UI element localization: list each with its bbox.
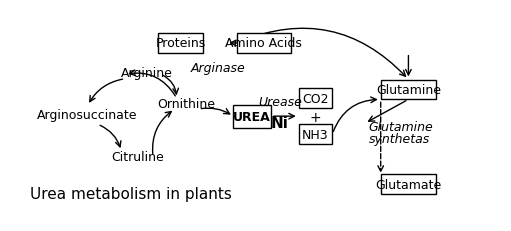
Text: Ni: Ni (271, 116, 289, 130)
FancyBboxPatch shape (158, 34, 203, 54)
Text: CO2: CO2 (302, 92, 329, 105)
Text: NH3: NH3 (302, 128, 329, 141)
Text: Urea metabolism in plants: Urea metabolism in plants (30, 187, 232, 201)
Text: Amino Acids: Amino Acids (225, 37, 303, 50)
FancyBboxPatch shape (381, 174, 436, 194)
FancyBboxPatch shape (237, 34, 291, 54)
Text: synthetas: synthetas (369, 132, 430, 145)
Text: Arginase: Arginase (191, 61, 245, 74)
Text: Arginosuccinate: Arginosuccinate (37, 108, 138, 121)
FancyBboxPatch shape (381, 80, 436, 100)
FancyBboxPatch shape (298, 125, 332, 144)
Text: Proteins: Proteins (155, 37, 206, 50)
Text: UREA: UREA (233, 110, 271, 123)
FancyBboxPatch shape (298, 89, 332, 109)
Text: +: + (310, 111, 321, 125)
Text: Arginine: Arginine (121, 67, 173, 79)
Text: Ornithine: Ornithine (157, 98, 216, 111)
Text: Glutamine: Glutamine (376, 83, 441, 97)
Text: Urease: Urease (258, 96, 301, 109)
Text: Citruline: Citruline (111, 150, 164, 163)
Text: Glutamate: Glutamate (375, 178, 442, 191)
Text: Glutamine: Glutamine (369, 121, 433, 134)
FancyBboxPatch shape (233, 105, 271, 128)
